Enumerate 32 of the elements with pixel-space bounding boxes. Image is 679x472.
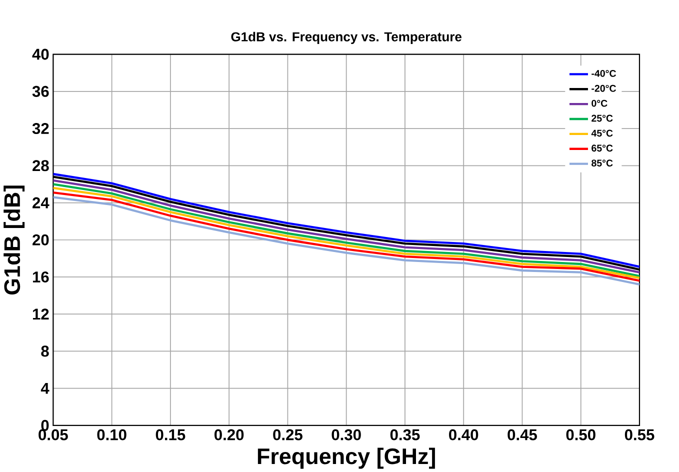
x-tick-label: 0.35 (390, 429, 420, 440)
x-tick-label: 0.05 (38, 429, 68, 440)
legend-label: -40°C (592, 70, 616, 77)
x-tick-label: 0.20 (214, 429, 244, 440)
y-tick-label: 0 (41, 420, 49, 431)
y-tick-label: 40 (32, 48, 49, 60)
legend-label: 45°C (591, 130, 613, 136)
x-tick-label: 0.45 (508, 429, 537, 440)
y-tick-label: 32 (32, 122, 49, 134)
y-tick-label: 24 (32, 197, 50, 208)
x-tick-label: 0.55 (624, 429, 654, 440)
legend-label: 25°C (592, 114, 613, 122)
y-tick-label: 4 (40, 382, 50, 394)
legend-label: 65°C (592, 144, 613, 152)
x-axis-title: Frequency [GHz] (258, 448, 435, 469)
x-tick-label: 0.30 (332, 429, 361, 440)
y-tick-label: 36 (32, 86, 49, 97)
y-tick-label: 16 (32, 271, 49, 282)
x-tick-label: 0.15 (156, 429, 186, 440)
legend-label: 85°C (592, 159, 613, 166)
x-tick-label: 0.50 (566, 429, 596, 440)
x-tick-label: 0.40 (449, 429, 478, 440)
legend-label: 0°C (592, 100, 608, 107)
y-tick-label: 8 (41, 346, 49, 357)
y-axis-title: G1dB [dB] (4, 185, 25, 294)
legend-label: -20°C (592, 84, 616, 92)
y-tick-label: 12 (32, 308, 49, 320)
x-tick-label: 0.25 (273, 429, 302, 440)
x-tick-label: 0.10 (97, 429, 126, 440)
y-tick-label: 20 (32, 234, 49, 246)
y-tick-label: 28 (32, 160, 49, 172)
chart-title: G1dB vs. Frequency vs. Temperature (231, 32, 462, 44)
